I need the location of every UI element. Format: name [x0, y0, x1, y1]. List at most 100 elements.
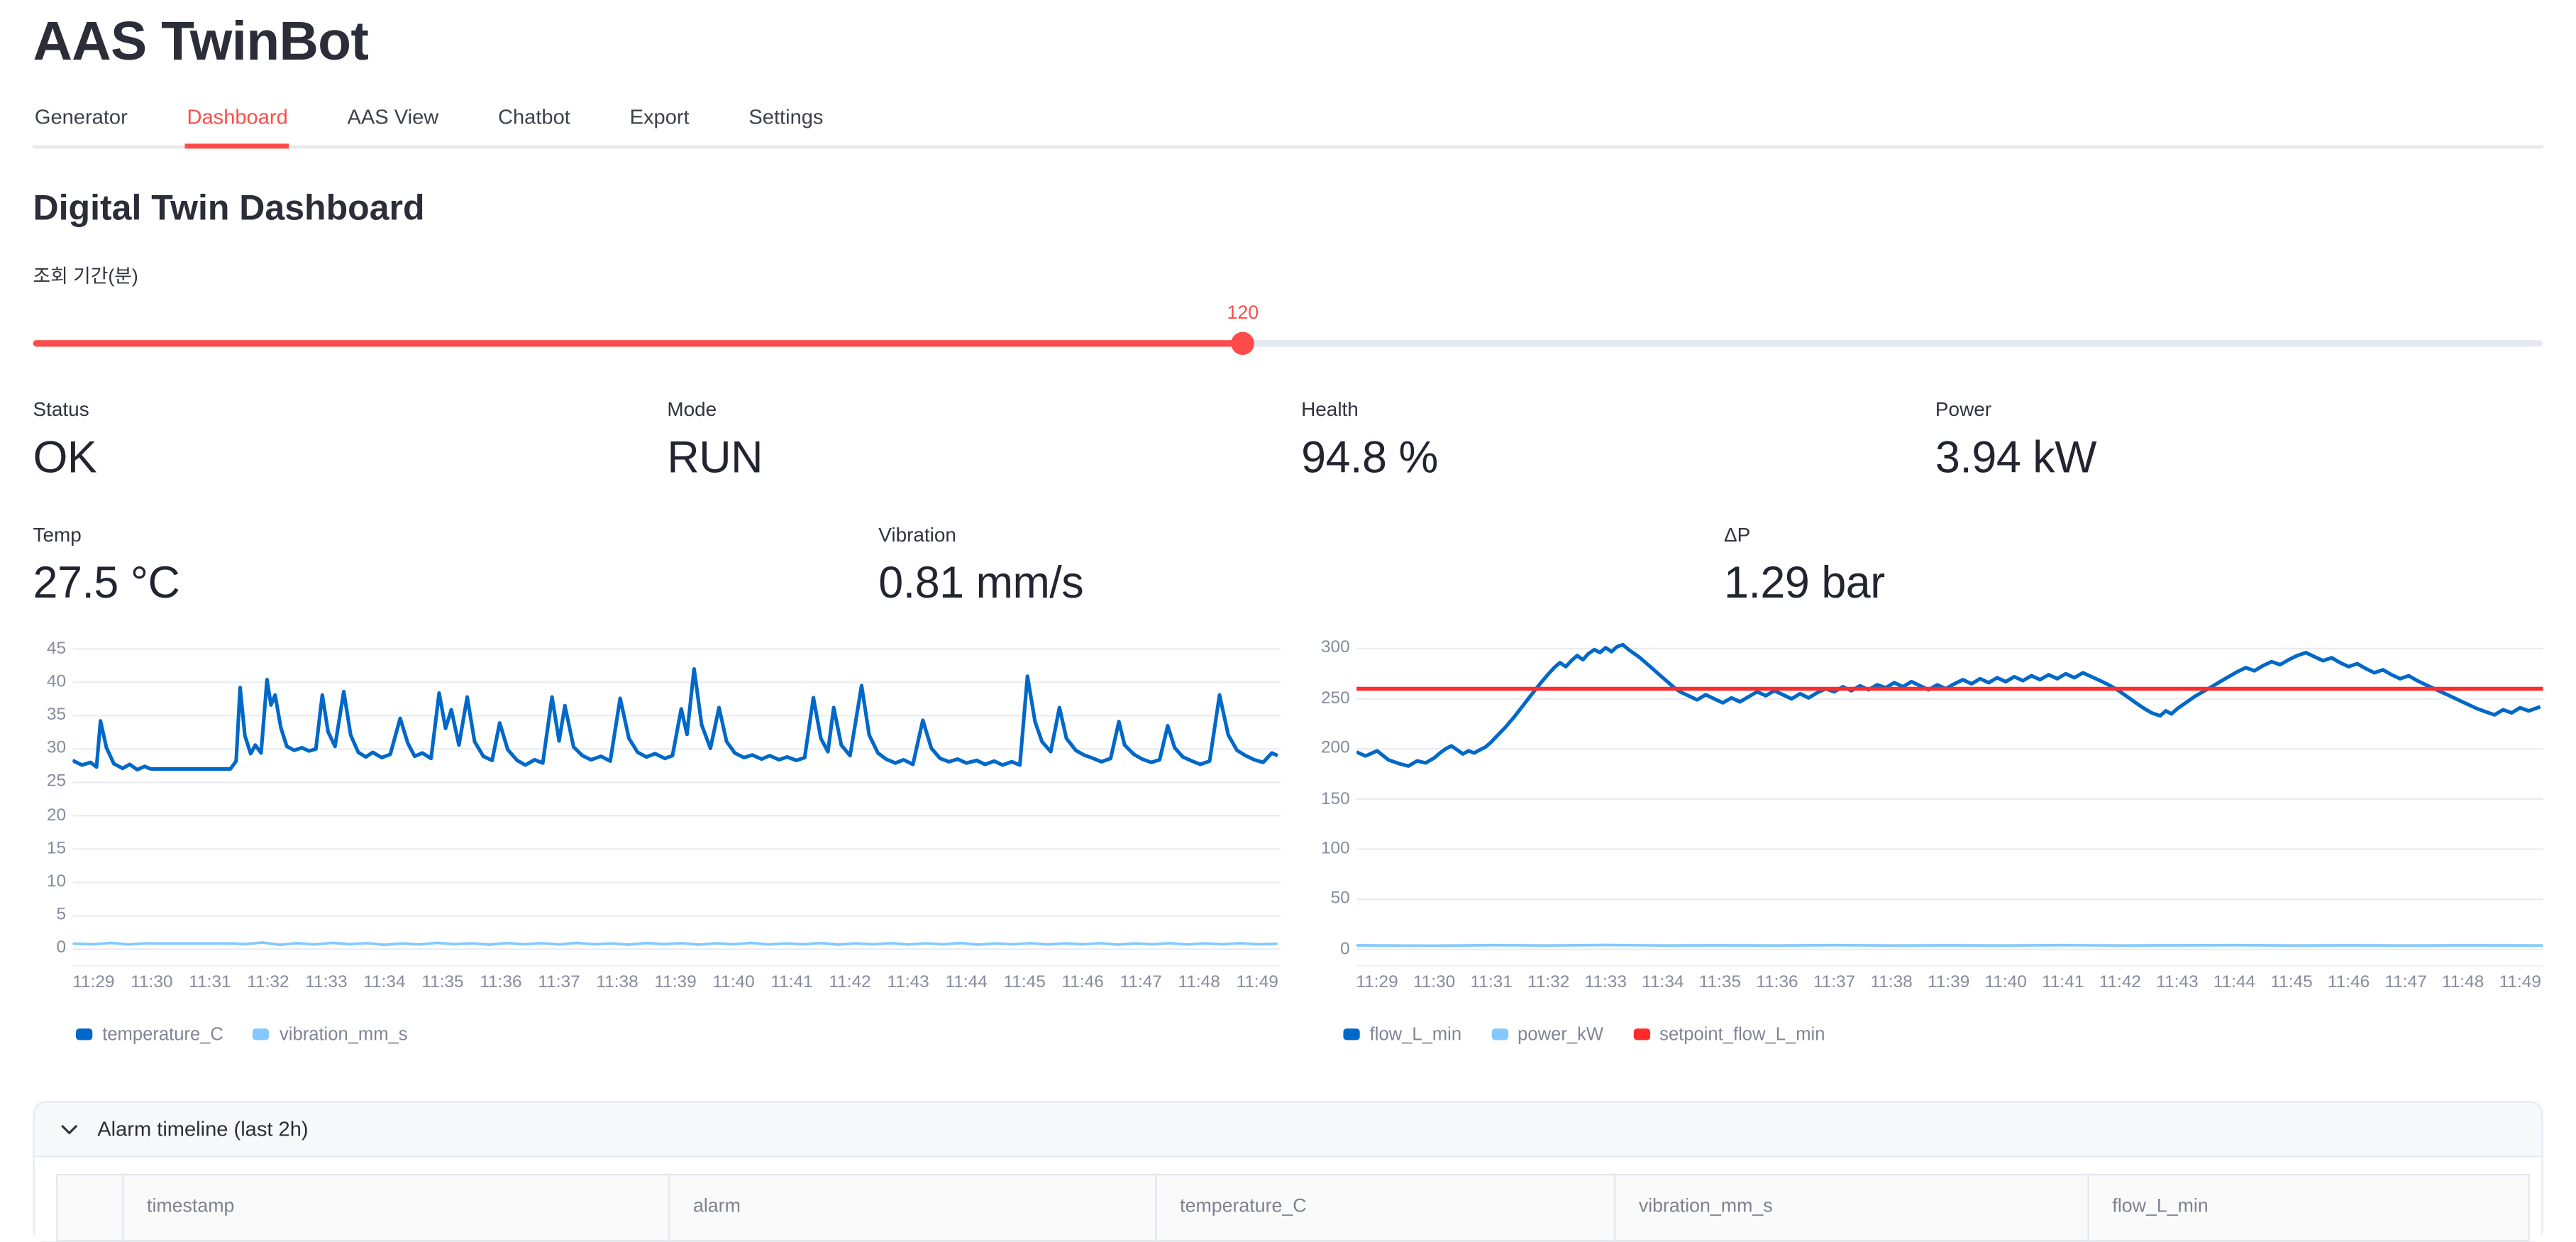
- chart-canvas: [1356, 642, 2543, 966]
- y-axis-tick-label: 0: [1340, 938, 1350, 959]
- x-axis-tick-label: 11:30: [131, 971, 173, 991]
- x-axis-tick-label: 11:32: [247, 971, 289, 991]
- y-axis-tick-label: 20: [46, 805, 67, 825]
- legend-label: setpoint_flow_L_min: [1659, 1024, 1825, 1045]
- legend-item-power-kw: power_kW: [1491, 1024, 1603, 1044]
- slider-track[interactable]: [33, 339, 2543, 346]
- app-title: AAS TwinBot: [33, 10, 369, 72]
- temperature-vibration-chart: 0 5 10 15 20 25 30 35 40 45 11:29 11:30 11:31 11:32 11…: [33, 634, 1298, 1044]
- metric-label: Health: [1301, 397, 1359, 421]
- x-axis-tick-label: 11:47: [1120, 971, 1162, 991]
- x-axis-tick-label: 11:37: [1813, 971, 1856, 991]
- y-axis-tick-label: 200: [1320, 738, 1350, 759]
- chart-plot-area: 0 5 10 15 20 25 30 35 40 45 11:29 11:30 11:31 11:32 11…: [33, 634, 1298, 1004]
- chart-canvas: [72, 647, 1281, 966]
- x-axis-tick-label: 11:36: [480, 971, 522, 991]
- x-axis-tick-label: 11:39: [1927, 971, 1970, 991]
- y-axis-tick-label: 10: [46, 872, 67, 892]
- y-axis-tick-label: 0: [56, 938, 67, 959]
- x-axis-tick-label: 11:48: [1178, 971, 1220, 991]
- tab-settings[interactable]: Settings: [748, 105, 824, 129]
- column-header-index[interactable]: [56, 1172, 124, 1241]
- x-axis-tick-label: 11:33: [305, 971, 348, 991]
- legend-label: vibration_mm_s: [279, 1024, 408, 1045]
- x-axis-tick-label: 11:30: [1413, 971, 1456, 991]
- slider-fill: [33, 339, 1243, 346]
- expander-title: Alarm timeline (last 2h): [97, 1116, 309, 1141]
- x-axis-tick-label: 11:40: [1984, 971, 2027, 991]
- x-axis-tick-label: 11:34: [1642, 971, 1684, 991]
- chart-legend: flow_L_min power_kW setpoint_flow_L_min: [1343, 1024, 2543, 1044]
- slider-value: 120: [1227, 302, 1259, 323]
- alarm-timeline-expander: Alarm timeline (last 2h) timestamp alarm t…: [33, 1100, 2543, 1242]
- x-axis-tick-label: 11:34: [363, 971, 406, 991]
- alarm-table: timestamp alarm temperature_C vibration_mm_…: [56, 1172, 2530, 1241]
- metric-temp: Temp 27.5 °C: [33, 522, 853, 608]
- x-axis-tick-label: 11:40: [712, 971, 755, 991]
- x-axis-tick-label: 11:44: [945, 971, 988, 991]
- legend-item-setpoint-flow-l-min: setpoint_flow_L_min: [1632, 1024, 1825, 1045]
- metric-power: Power 3.94 kW: [1935, 397, 2543, 483]
- period-slider[interactable]: 120: [33, 303, 2543, 354]
- metric-label: Temp: [33, 522, 82, 546]
- app-page: AAS TwinBot Generator Dashboard AAS View Ch…: [0, 10, 2576, 1242]
- legend-item-flow-l-min: flow_L_min: [1343, 1024, 1461, 1044]
- tab-chatbot[interactable]: Chatbot: [498, 105, 570, 129]
- tab-bar: Generator Dashboard AAS View Chatbot Export S…: [33, 102, 2543, 149]
- metric-label: Status: [33, 397, 89, 421]
- column-header-alarm[interactable]: alarm: [668, 1172, 1157, 1241]
- tab-export[interactable]: Export: [629, 105, 690, 129]
- x-axis-tick-label: 11:31: [1470, 971, 1513, 991]
- metric-health: Health 94.8 %: [1301, 397, 1909, 483]
- x-axis-tick-label: 11:41: [2042, 971, 2084, 991]
- metrics-row-2: Temp 27.5 °C Vibration 0.81 mm/s ΔP 1.29 bar: [33, 522, 2543, 608]
- x-axis-tick-label: 11:43: [2156, 971, 2199, 991]
- x-axis-tick-label: 11:37: [538, 971, 580, 991]
- metric-value: 27.5 °C: [33, 557, 180, 607]
- tab-aas-view[interactable]: AAS View: [347, 105, 439, 129]
- metric-value: 94.8 %: [1301, 432, 1438, 482]
- metric-value: 0.81 mm/s: [878, 557, 1084, 607]
- x-axis-tick-label: 11:36: [1756, 971, 1798, 991]
- x-axis-tick-label: 11:29: [72, 971, 115, 991]
- chart-legend: temperature_C vibration_mm_s: [76, 1024, 1297, 1044]
- series-line-vibration-mm-s: [72, 940, 1278, 945]
- y-axis-tick-label: 25: [46, 771, 67, 792]
- page-title: Digital Twin Dashboard: [33, 187, 425, 227]
- y-axis-tick-label: 45: [46, 638, 67, 659]
- x-axis-tick-label: 11:41: [770, 971, 813, 991]
- metric-value: 1.29 bar: [1723, 557, 1885, 607]
- flow-power-chart: 0 50 100 150 200 250 300 11:29 11:30 11:31 11:32 11…: [1317, 634, 2543, 1044]
- x-axis-tick-label: 11:43: [887, 971, 929, 991]
- y-axis-tick-label: 5: [56, 905, 67, 925]
- slider-thumb[interactable]: [1231, 331, 1255, 354]
- x-axis-tick-label: 11:49: [2499, 971, 2541, 991]
- y-axis-tick-label: 40: [46, 671, 67, 692]
- x-axis-tick-label: 11:39: [654, 971, 697, 991]
- x-axis-tick-label: 11:42: [2099, 971, 2142, 991]
- metric-mode: Mode RUN: [667, 397, 1275, 483]
- legend-label: power_kW: [1518, 1024, 1604, 1045]
- column-header-timestamp[interactable]: timestamp: [122, 1172, 670, 1241]
- metric-label: ΔP: [1723, 522, 1751, 546]
- tab-generator[interactable]: Generator: [34, 105, 128, 129]
- alarm-timeline-expander-header[interactable]: Alarm timeline (last 2h): [34, 1101, 2542, 1157]
- metric-status: Status OK: [33, 397, 641, 483]
- chart-plot-area: 0 50 100 150 200 250 300 11:29 11:30 11:31 11:32 11…: [1317, 634, 2543, 1004]
- x-axis-tick-label: 11:38: [596, 971, 639, 991]
- x-axis-tick-label: 11:45: [2270, 971, 2313, 991]
- y-axis-tick-label: 150: [1320, 788, 1350, 808]
- series-line-temperature-c: [72, 666, 1278, 771]
- legend-marker: [76, 1028, 93, 1040]
- legend-marker: [1343, 1028, 1360, 1040]
- column-header-flow-l-min[interactable]: flow_L_min: [2087, 1172, 2530, 1241]
- column-header-temperature-c[interactable]: temperature_C: [1155, 1172, 1616, 1241]
- column-header-vibration-mm-s[interactable]: vibration_mm_s: [1613, 1172, 2089, 1241]
- x-axis-tick-label: 11:42: [829, 971, 871, 991]
- series-line-power-kw: [1356, 943, 2543, 947]
- x-axis-tick-label: 11:44: [2213, 971, 2256, 991]
- x-axis-tick-label: 11:35: [421, 971, 464, 991]
- y-axis-tick-label: 100: [1320, 838, 1350, 859]
- x-axis-tick-label: 11:32: [1527, 971, 1570, 991]
- tab-dashboard[interactable]: Dashboard: [185, 102, 290, 149]
